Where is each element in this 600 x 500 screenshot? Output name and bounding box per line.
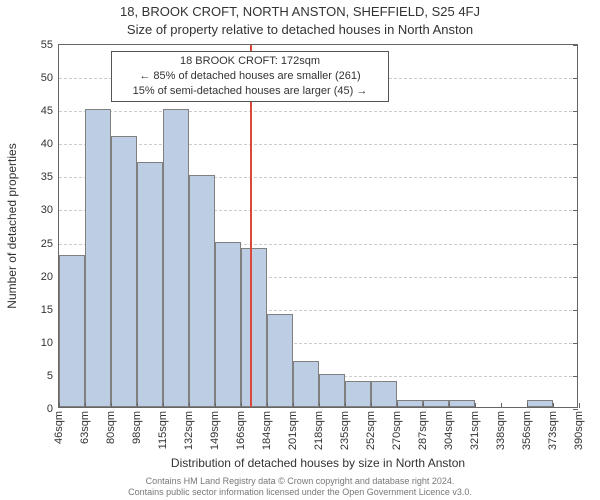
y-axis-label: Number of detached properties bbox=[5, 143, 19, 308]
xtick-label: 338sqm bbox=[495, 411, 507, 450]
ytick-mark bbox=[573, 210, 578, 211]
xtick-label: 63sqm bbox=[79, 411, 91, 444]
chart-container: 18, BROOK CROFT, NORTH ANSTON, SHEFFIELD… bbox=[0, 0, 600, 500]
ytick-label: 40 bbox=[41, 138, 59, 150]
histogram-bar bbox=[163, 109, 189, 407]
ytick-label: 50 bbox=[41, 72, 59, 84]
xtick-label: 252sqm bbox=[365, 411, 377, 450]
histogram-bar bbox=[371, 381, 397, 407]
ytick-label: 35 bbox=[41, 171, 59, 183]
xtick-mark bbox=[345, 403, 346, 408]
ytick-mark bbox=[573, 111, 578, 112]
xtick-mark bbox=[137, 403, 138, 408]
xtick-mark bbox=[293, 403, 294, 408]
xtick-mark bbox=[371, 403, 372, 408]
histogram-bar bbox=[85, 109, 111, 407]
xtick-label: 321sqm bbox=[469, 411, 481, 450]
ytick-mark bbox=[573, 343, 578, 344]
ytick-mark bbox=[573, 310, 578, 311]
xtick-label: 149sqm bbox=[209, 411, 221, 450]
xtick-label: 115sqm bbox=[157, 411, 169, 449]
histogram-bar bbox=[267, 314, 293, 407]
xtick-label: 287sqm bbox=[417, 411, 429, 450]
ytick-label: 15 bbox=[41, 304, 59, 316]
ytick-label: 25 bbox=[41, 238, 59, 250]
xtick-mark bbox=[423, 403, 424, 408]
histogram-bar bbox=[423, 400, 449, 407]
histogram-bar bbox=[111, 136, 137, 407]
histogram-bar bbox=[59, 255, 85, 407]
xtick-label: 373sqm bbox=[547, 411, 559, 450]
xtick-mark bbox=[501, 403, 502, 408]
histogram-bar bbox=[319, 374, 345, 407]
ytick-label: 55 bbox=[41, 39, 59, 51]
histogram-bar bbox=[527, 400, 553, 407]
footer-line-2: Contains public sector information licen… bbox=[0, 487, 600, 498]
ytick-mark bbox=[573, 376, 578, 377]
xtick-mark bbox=[475, 403, 476, 408]
xtick-label: 201sqm bbox=[287, 411, 299, 450]
ytick-label: 20 bbox=[41, 271, 59, 283]
ytick-mark bbox=[573, 144, 578, 145]
histogram-bar bbox=[137, 162, 163, 407]
ytick-mark bbox=[573, 45, 578, 46]
xtick-mark bbox=[189, 403, 190, 408]
ytick-label: 5 bbox=[47, 370, 59, 382]
ytick-mark bbox=[573, 78, 578, 79]
histogram-bar bbox=[345, 381, 371, 407]
xtick-label: 98sqm bbox=[131, 411, 143, 444]
annotation-line-3: 15% of semi-detached houses are larger (… bbox=[116, 84, 384, 99]
xtick-mark bbox=[111, 403, 112, 408]
ytick-label: 45 bbox=[41, 105, 59, 117]
histogram-bar bbox=[215, 242, 241, 407]
footer-attribution: Contains HM Land Registry data © Crown c… bbox=[0, 476, 600, 498]
xtick-label: 80sqm bbox=[105, 411, 117, 444]
histogram-bar bbox=[293, 361, 319, 407]
xtick-label: 166sqm bbox=[235, 411, 247, 450]
xtick-mark bbox=[85, 403, 86, 408]
ytick-label: 30 bbox=[41, 204, 59, 216]
annotation-line-1: 18 BROOK CROFT: 172sqm bbox=[116, 54, 384, 69]
xtick-label: 218sqm bbox=[313, 411, 325, 450]
xtick-label: 356sqm bbox=[521, 411, 533, 450]
xtick-mark bbox=[449, 403, 450, 408]
xtick-label: 390sqm bbox=[573, 411, 585, 450]
xtick-mark bbox=[319, 403, 320, 408]
xtick-label: 270sqm bbox=[391, 411, 403, 450]
annotation-box: 18 BROOK CROFT: 172sqm ← 85% of detached… bbox=[111, 51, 389, 102]
ytick-mark bbox=[573, 244, 578, 245]
xtick-mark bbox=[397, 403, 398, 408]
ytick-label: 10 bbox=[41, 337, 59, 349]
ytick-mark bbox=[573, 277, 578, 278]
ytick-mark bbox=[573, 177, 578, 178]
ytick-mark bbox=[573, 409, 578, 410]
xtick-mark bbox=[527, 403, 528, 408]
xtick-mark bbox=[241, 403, 242, 408]
annotation-line-2: ← 85% of detached houses are smaller (26… bbox=[116, 69, 384, 84]
chart-title-main: 18, BROOK CROFT, NORTH ANSTON, SHEFFIELD… bbox=[0, 4, 600, 19]
xtick-mark bbox=[215, 403, 216, 408]
histogram-bar bbox=[449, 400, 475, 407]
xtick-mark bbox=[579, 403, 580, 408]
xtick-label: 304sqm bbox=[443, 411, 455, 450]
plot-area: 051015202530354045505546sqm63sqm80sqm98s… bbox=[58, 44, 578, 408]
xtick-mark bbox=[267, 403, 268, 408]
xtick-mark bbox=[163, 403, 164, 408]
gridline bbox=[59, 111, 577, 112]
xtick-label: 46sqm bbox=[53, 411, 65, 444]
histogram-bar bbox=[241, 248, 267, 407]
xtick-mark bbox=[59, 403, 60, 408]
xtick-label: 132sqm bbox=[183, 411, 195, 450]
xtick-label: 184sqm bbox=[261, 411, 273, 450]
xtick-mark bbox=[553, 403, 554, 408]
histogram-bar bbox=[189, 175, 215, 407]
x-axis-label: Distribution of detached houses by size … bbox=[58, 456, 578, 470]
xtick-label: 235sqm bbox=[339, 411, 351, 450]
chart-title-sub: Size of property relative to detached ho… bbox=[0, 22, 600, 37]
histogram-bar bbox=[397, 400, 423, 407]
footer-line-1: Contains HM Land Registry data © Crown c… bbox=[0, 476, 600, 487]
